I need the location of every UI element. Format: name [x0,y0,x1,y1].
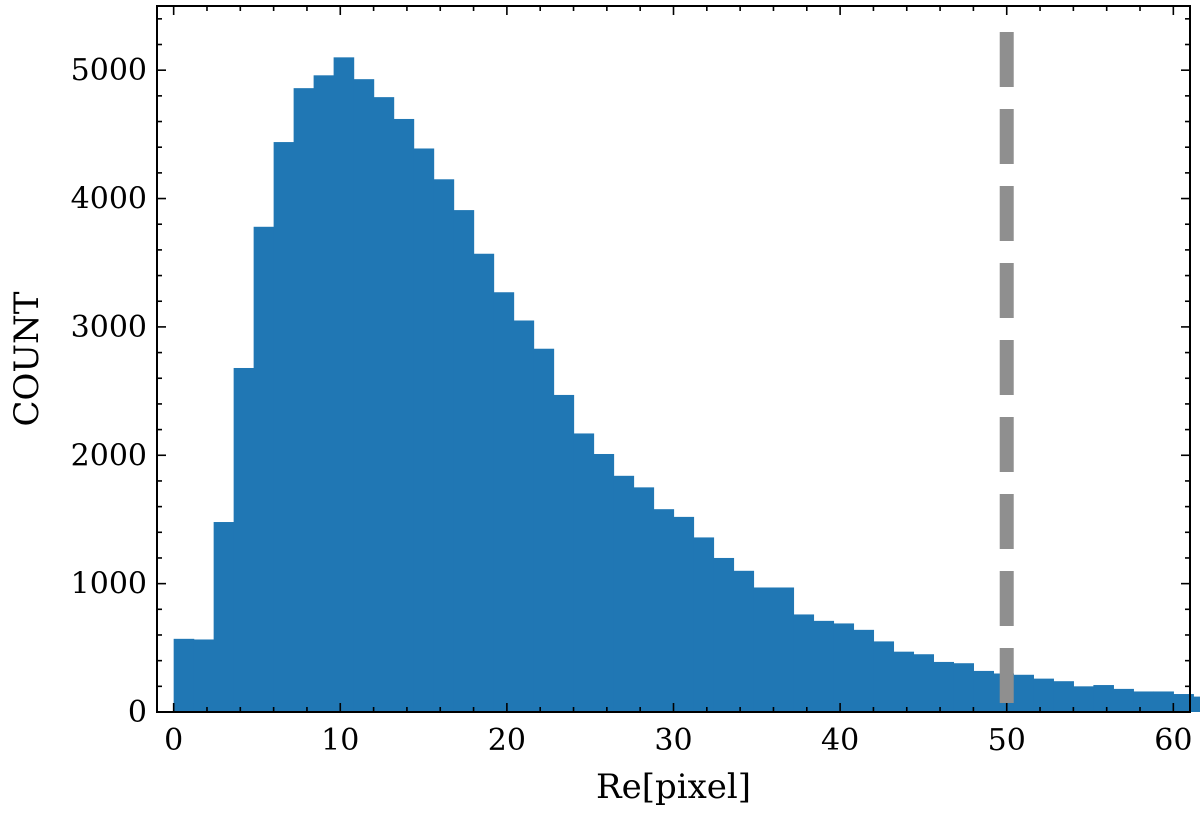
histogram-bar [1153,691,1174,712]
histogram-bar [1013,674,1034,712]
histogram-bar [393,118,415,712]
histogram-bar [513,320,535,712]
x-tick-label: 60 [1154,723,1192,758]
histogram-bar [1073,686,1094,712]
plot-frame [156,5,1191,713]
y-tick-label: 3000 [71,310,147,345]
histogram-bar [853,629,875,712]
histogram-bar [913,654,935,712]
histogram-bar [673,516,695,712]
histogram-bar [1133,691,1154,712]
histogram-bar [613,475,635,712]
histogram-bar [593,453,615,712]
histogram-bar [1033,678,1054,712]
histogram-bar [693,537,715,712]
histogram-bar [253,226,275,712]
histogram-bar [373,97,395,712]
histogram-bar [1173,694,1194,712]
histogram-bar [733,570,755,712]
histogram-bar [1193,696,1200,712]
y-tick-label: 2000 [71,438,147,473]
histogram-bar [453,210,475,712]
histogram-bar [653,509,675,712]
histogram-bar [573,433,595,712]
x-tick-label: 40 [821,723,859,758]
histogram-bar [773,587,795,712]
histogram-bar [493,292,515,712]
histogram-bar [193,639,215,712]
x-tick-label: 50 [988,723,1026,758]
histogram-bar [273,142,295,713]
histogram-bar [433,179,455,713]
histogram-bar [953,663,975,712]
histogram-bar [973,670,994,712]
histogram-bar [213,522,235,712]
histogram-bar [1113,688,1134,712]
histogram-bars [173,57,1200,713]
histogram-bar [533,348,555,712]
histogram-bar [313,75,335,713]
y-tick-label: 1000 [71,567,147,602]
histogram-bar [893,651,915,712]
histogram-bar [413,148,435,712]
histogram-bar [353,79,375,712]
histogram-bar [173,638,195,712]
histogram-bar [473,253,495,712]
x-tick-label: 10 [321,723,359,758]
y-tick-label: 5000 [71,53,147,88]
histogram-bar [933,661,955,712]
x-axis-label: Re[pixel] [596,767,751,807]
histogram-bar [833,623,855,712]
histogram-bar [1053,681,1074,712]
x-tick-label: 30 [654,723,692,758]
histogram-bar [813,620,835,712]
histogram-bar [1093,685,1114,712]
histogram-bar [633,487,655,712]
histogram-bar [293,88,315,713]
histogram-bar [753,587,775,712]
y-tick-label: 4000 [71,182,147,217]
histogram-bar [873,641,895,712]
x-tick-label: 0 [164,723,183,758]
y-axis-label: COUNT [7,291,47,426]
histogram-bar [333,57,355,712]
histogram-bar [233,367,255,712]
histogram-bar [713,557,735,712]
x-tick-label: 20 [488,723,526,758]
histogram-bar [553,394,575,712]
histogram-bar [793,614,815,712]
y-tick-label: 0 [128,695,147,730]
